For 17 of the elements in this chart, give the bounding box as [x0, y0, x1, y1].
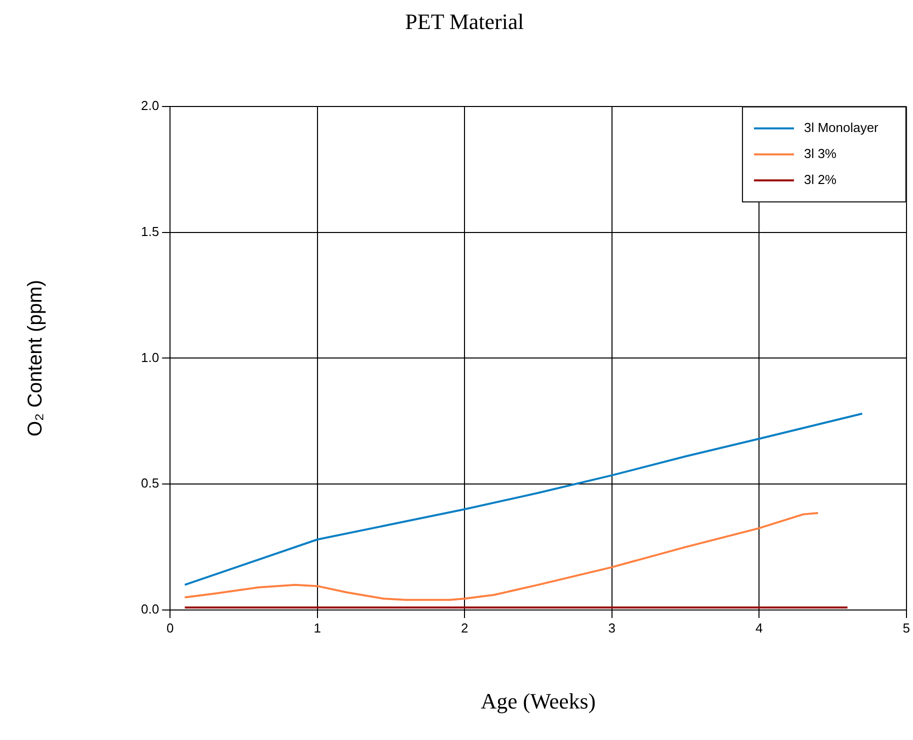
- legend-label: 3l 3%: [804, 146, 837, 161]
- y-tick-label: 1.0: [140, 350, 160, 365]
- legend-label: 3l 2%: [804, 172, 837, 187]
- y-tick-label: 0.5: [140, 476, 160, 491]
- x-tick-label: 5: [902, 620, 910, 636]
- x-tick-label: 2: [460, 620, 468, 636]
- chart-title: PET Material: [405, 8, 524, 34]
- y-tick-label: 2.0: [140, 98, 160, 113]
- x-tick-label: 4: [756, 620, 763, 636]
- y-axis-title: O₂ Content (ppm): [24, 280, 47, 437]
- y-tick-label: 1.5: [140, 224, 160, 239]
- x-axis-title: Age (Weeks): [480, 688, 596, 714]
- x-tick-label: 0: [166, 620, 174, 636]
- x-tick-label: 1: [314, 620, 321, 636]
- legend-label: 3l Monolayer: [804, 120, 880, 135]
- x-tick-label: 3: [608, 620, 616, 636]
- y-tick-label: 0.0: [140, 602, 160, 617]
